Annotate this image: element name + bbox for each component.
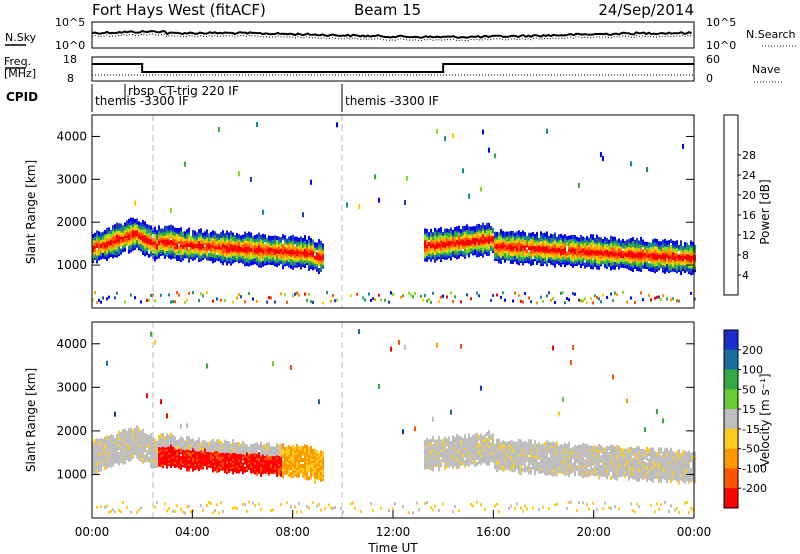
noise-sky-line xyxy=(91,29,692,39)
y-tick-label: 1000 xyxy=(56,467,87,481)
cpid-seg-1: rbsp CT-trig 220 IF xyxy=(128,84,239,98)
power-colorbar: 4 8 12 16 20 24 28 xyxy=(723,114,756,296)
noise-panel: 10^5 10^0 10^5 10^0 N.Sky N.Search xyxy=(5,16,796,52)
colorbar-tick-label: 28 xyxy=(742,149,756,162)
x-tick-label: 08:00 xyxy=(275,525,310,539)
freq-left-tick-bottom: 8 xyxy=(67,72,74,85)
power-y-axis: 1000 2000 3000 4000 xyxy=(56,129,694,272)
colorbar-tick-label: 20 xyxy=(742,189,756,202)
velocity-x-label: Time UT xyxy=(367,541,418,554)
noise-right-label: N.Search xyxy=(746,28,796,41)
colorbar-tick-label: 12 xyxy=(742,229,756,242)
velocity-cells xyxy=(92,329,696,515)
colorbar-tick-label: 100 xyxy=(742,364,763,377)
freq-right-tick-top: 60 xyxy=(706,53,720,66)
y-tick-label: 4000 xyxy=(56,129,87,143)
noise-left-tick-bottom: 10^0 xyxy=(55,39,85,52)
freq-left-label-line2: [MHz] xyxy=(4,67,36,80)
velocity-plot-bg xyxy=(92,322,694,518)
noise-right-tick-bottom: 10^0 xyxy=(706,39,736,52)
colorbar-tick-label: 24 xyxy=(742,169,756,182)
freq-right-tick-bottom: 0 xyxy=(706,72,713,85)
x-tick-label: 12:00 xyxy=(376,525,411,539)
x-tick-label: 04:00 xyxy=(175,525,210,539)
colorbar-tick-label: -200 xyxy=(742,482,767,495)
x-tick-label: 16:00 xyxy=(476,525,511,539)
y-tick-label: 4000 xyxy=(56,337,87,351)
velocity-x-axis: 00:00 04:00 08:00 12:00 16:00 20:00 00:00 xyxy=(75,510,712,539)
freq-panel: 18 8 60 0 Freq. [MHz] Nave xyxy=(4,53,782,85)
colorbar-segment xyxy=(724,409,738,430)
cpid-seg-0: themis -3300 IF xyxy=(95,94,189,108)
x-tick-label: 00:00 xyxy=(75,525,110,539)
y-tick-label: 3000 xyxy=(56,172,87,186)
freq-frame xyxy=(91,56,695,82)
x-tick-label: 20:00 xyxy=(576,525,611,539)
noise-frame xyxy=(91,21,695,49)
velocity-y-label: Slant Range [km] xyxy=(24,368,38,472)
colorbar-segment xyxy=(724,330,738,351)
station-title: Fort Hays West (fitACF) xyxy=(92,1,266,19)
colorbar-segment xyxy=(724,349,738,371)
freq-left-tick-top: 18 xyxy=(63,53,77,66)
colorbar-segment xyxy=(724,488,738,509)
colorbar-tick-label: -50 xyxy=(742,443,760,456)
velocity-colorbar: 200 100 50 15 -15 -50 -100 -200 xyxy=(723,329,767,509)
noise-search-line xyxy=(91,33,692,42)
x-tick-label: 00:00 xyxy=(677,525,712,539)
nave-right-label: Nave xyxy=(752,63,780,76)
beam-title: Beam 15 xyxy=(354,1,421,19)
colorbar-tick-label: 16 xyxy=(742,209,756,222)
y-tick-label: 3000 xyxy=(56,380,87,394)
y-tick-label: 1000 xyxy=(56,258,87,272)
velocity-y-axis: 1000 2000 3000 4000 xyxy=(56,337,694,481)
colorbar-segment xyxy=(724,468,738,489)
y-tick-label: 2000 xyxy=(56,424,87,438)
power-plot-bg xyxy=(92,115,694,308)
power-panel: 1000 2000 3000 4000 Slant Range [km] 4 8 12 16… xyxy=(24,114,772,309)
velocity-colorbar-label: Velocity [m s⁻¹] xyxy=(758,373,772,466)
power-colorbar-label: Power [dB] xyxy=(758,179,772,244)
noise-left-tick-top: 10^5 xyxy=(55,16,85,29)
power-y-label: Slant Range [km] xyxy=(24,160,38,264)
colorbar-segment xyxy=(724,448,738,469)
colorbar-tick-label: 4 xyxy=(742,269,749,282)
y-tick-label: 2000 xyxy=(56,215,87,229)
cpid-seg-2: themis -3300 IF xyxy=(345,94,439,108)
freq-line xyxy=(92,63,694,73)
date-title: 24/Sep/2014 xyxy=(598,1,694,19)
colorbar-tick-label: 200 xyxy=(742,344,763,357)
noise-left-label: N.Sky xyxy=(5,31,37,44)
cpid-row: CPID themis -3300 IF rbsp CT-trig 220 IF… xyxy=(6,84,439,112)
colorbar-tick-label: -15 xyxy=(742,423,760,436)
cpid-label: CPID xyxy=(6,90,38,104)
colorbar-segment xyxy=(724,428,738,450)
colorbar-tick-label: 50 xyxy=(742,383,756,396)
freq-left-label-line1: Freq. xyxy=(4,55,31,68)
colorbar-segment xyxy=(724,369,738,390)
noise-right-tick-top: 10^5 xyxy=(706,16,736,29)
power-frame xyxy=(91,114,695,309)
power-cells xyxy=(92,122,696,305)
colorbar-tick-label: 8 xyxy=(742,249,749,262)
colorbar-tick-label: -100 xyxy=(742,462,767,475)
colorbar-segment xyxy=(724,389,738,410)
colorbar-tick-label: 15 xyxy=(742,403,756,416)
